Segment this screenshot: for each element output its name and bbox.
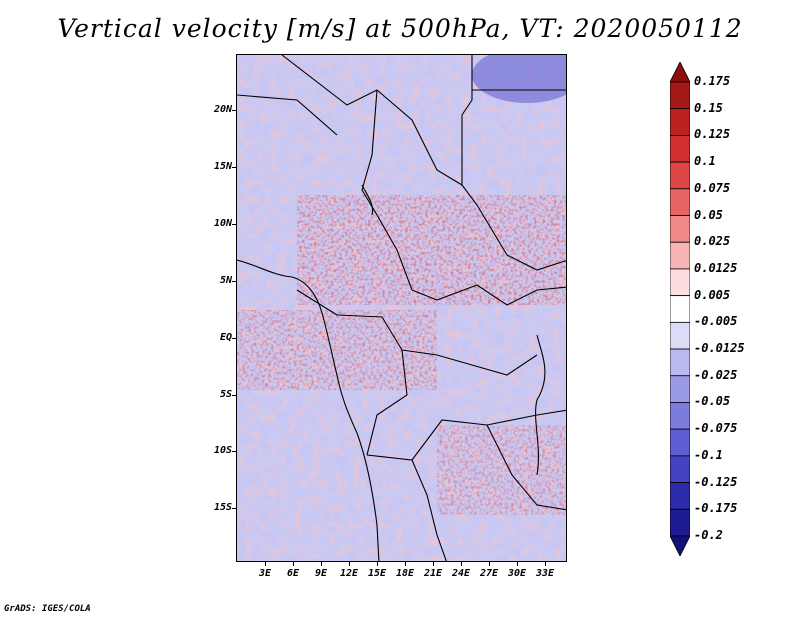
lon-label: 27E bbox=[479, 568, 499, 579]
lon-tick bbox=[461, 562, 462, 566]
colorbar-label: -0.1 bbox=[694, 447, 723, 462]
colorbar-segment bbox=[670, 402, 690, 430]
colorbar-label: -0.075 bbox=[694, 421, 738, 436]
colorbar-label: -0.125 bbox=[694, 474, 738, 489]
colorbar-segment bbox=[670, 135, 690, 163]
colorbar-label: 0.125 bbox=[694, 127, 731, 142]
lon-label: 30E bbox=[507, 568, 527, 579]
colorbar-label: 0.0125 bbox=[694, 260, 738, 275]
colorbar-label: -0.2 bbox=[694, 528, 723, 542]
lat-label: EQ bbox=[219, 332, 232, 343]
lon-tick bbox=[265, 562, 266, 566]
colorbar bbox=[670, 62, 690, 556]
lon-tick bbox=[405, 562, 406, 566]
vertical-velocity-field bbox=[237, 55, 566, 561]
colorbar-label: -0.005 bbox=[694, 314, 738, 329]
colorbar-segment bbox=[670, 161, 690, 190]
lon-tick bbox=[377, 562, 378, 566]
country-borders bbox=[237, 55, 566, 561]
colorbar-segment bbox=[670, 375, 690, 403]
lat-tick bbox=[232, 395, 236, 396]
colorbar-label: 0.025 bbox=[694, 234, 731, 249]
colorbar-label: -0.175 bbox=[694, 501, 738, 516]
lat-tick bbox=[232, 167, 236, 168]
atlantic-coastline bbox=[237, 259, 380, 561]
colorbar-segment bbox=[670, 81, 690, 110]
colorbar-segment bbox=[670, 295, 690, 323]
colorbar-label: 0.1 bbox=[694, 154, 716, 169]
lat-label: 5N bbox=[219, 275, 232, 286]
lat-tick bbox=[232, 451, 236, 452]
colorbar-segment bbox=[670, 215, 690, 243]
credit-footer: GrADS: IGES/COLA bbox=[4, 604, 91, 614]
colorbar-top-arrow bbox=[670, 62, 690, 83]
colorbar-label: -0.025 bbox=[694, 367, 738, 382]
lon-label: 21E bbox=[423, 568, 443, 579]
lat-label: 10S bbox=[213, 445, 232, 456]
lat-label: 20N bbox=[213, 104, 232, 115]
lon-label: 12E bbox=[339, 568, 359, 579]
colorbar-label: 0.005 bbox=[694, 287, 731, 302]
colorbar-label: 0.075 bbox=[694, 180, 731, 195]
lon-label: 9E bbox=[314, 568, 328, 579]
colorbar-segment bbox=[670, 348, 690, 377]
chart-title: Vertical velocity [m/s] at 500hPa, VT: 2… bbox=[57, 14, 743, 43]
colorbar-segment bbox=[670, 268, 690, 297]
lat-tick bbox=[232, 110, 236, 111]
colorbar-bottom-arrow bbox=[670, 535, 690, 556]
lat-tick bbox=[232, 508, 236, 509]
colorbar-segment bbox=[670, 241, 690, 270]
lat-label: 5S bbox=[219, 389, 232, 400]
colorbar-segment bbox=[670, 108, 690, 136]
lon-label: 6E bbox=[286, 568, 300, 579]
colorbar-label: 0.175 bbox=[694, 74, 731, 88]
lon-label: 24E bbox=[451, 568, 471, 579]
colorbar-segment bbox=[670, 508, 690, 537]
strong-descent-area bbox=[472, 55, 566, 103]
colorbar-label: -0.0125 bbox=[694, 341, 745, 356]
lon-tick bbox=[321, 562, 322, 566]
lat-label: 15S bbox=[213, 502, 232, 513]
lat-tick bbox=[232, 224, 236, 225]
lat-tick bbox=[232, 281, 236, 282]
convective-band bbox=[237, 195, 566, 515]
lon-tick bbox=[349, 562, 350, 566]
colorbar-segment bbox=[670, 455, 690, 483]
colorbar-segment bbox=[670, 482, 690, 510]
colorbar-label: 0.05 bbox=[694, 207, 723, 222]
lon-label: 3E bbox=[258, 568, 272, 579]
colorbar-label: 0.15 bbox=[694, 100, 723, 115]
colorbar-segment bbox=[670, 188, 690, 216]
lon-tick bbox=[545, 562, 546, 566]
colorbar-segment bbox=[670, 428, 690, 457]
lon-label: 18E bbox=[395, 568, 415, 579]
lon-tick bbox=[433, 562, 434, 566]
lon-label: 33E bbox=[535, 568, 555, 579]
lat-label: 10N bbox=[213, 218, 232, 229]
lat-label: 15N bbox=[213, 161, 232, 172]
map-panel bbox=[236, 54, 567, 562]
lon-label: 15E bbox=[367, 568, 387, 579]
lon-tick bbox=[489, 562, 490, 566]
lat-tick bbox=[232, 338, 236, 339]
lon-tick bbox=[293, 562, 294, 566]
colorbar-segment bbox=[670, 321, 690, 350]
lon-tick bbox=[517, 562, 518, 566]
colorbar-label: -0.05 bbox=[694, 394, 731, 409]
